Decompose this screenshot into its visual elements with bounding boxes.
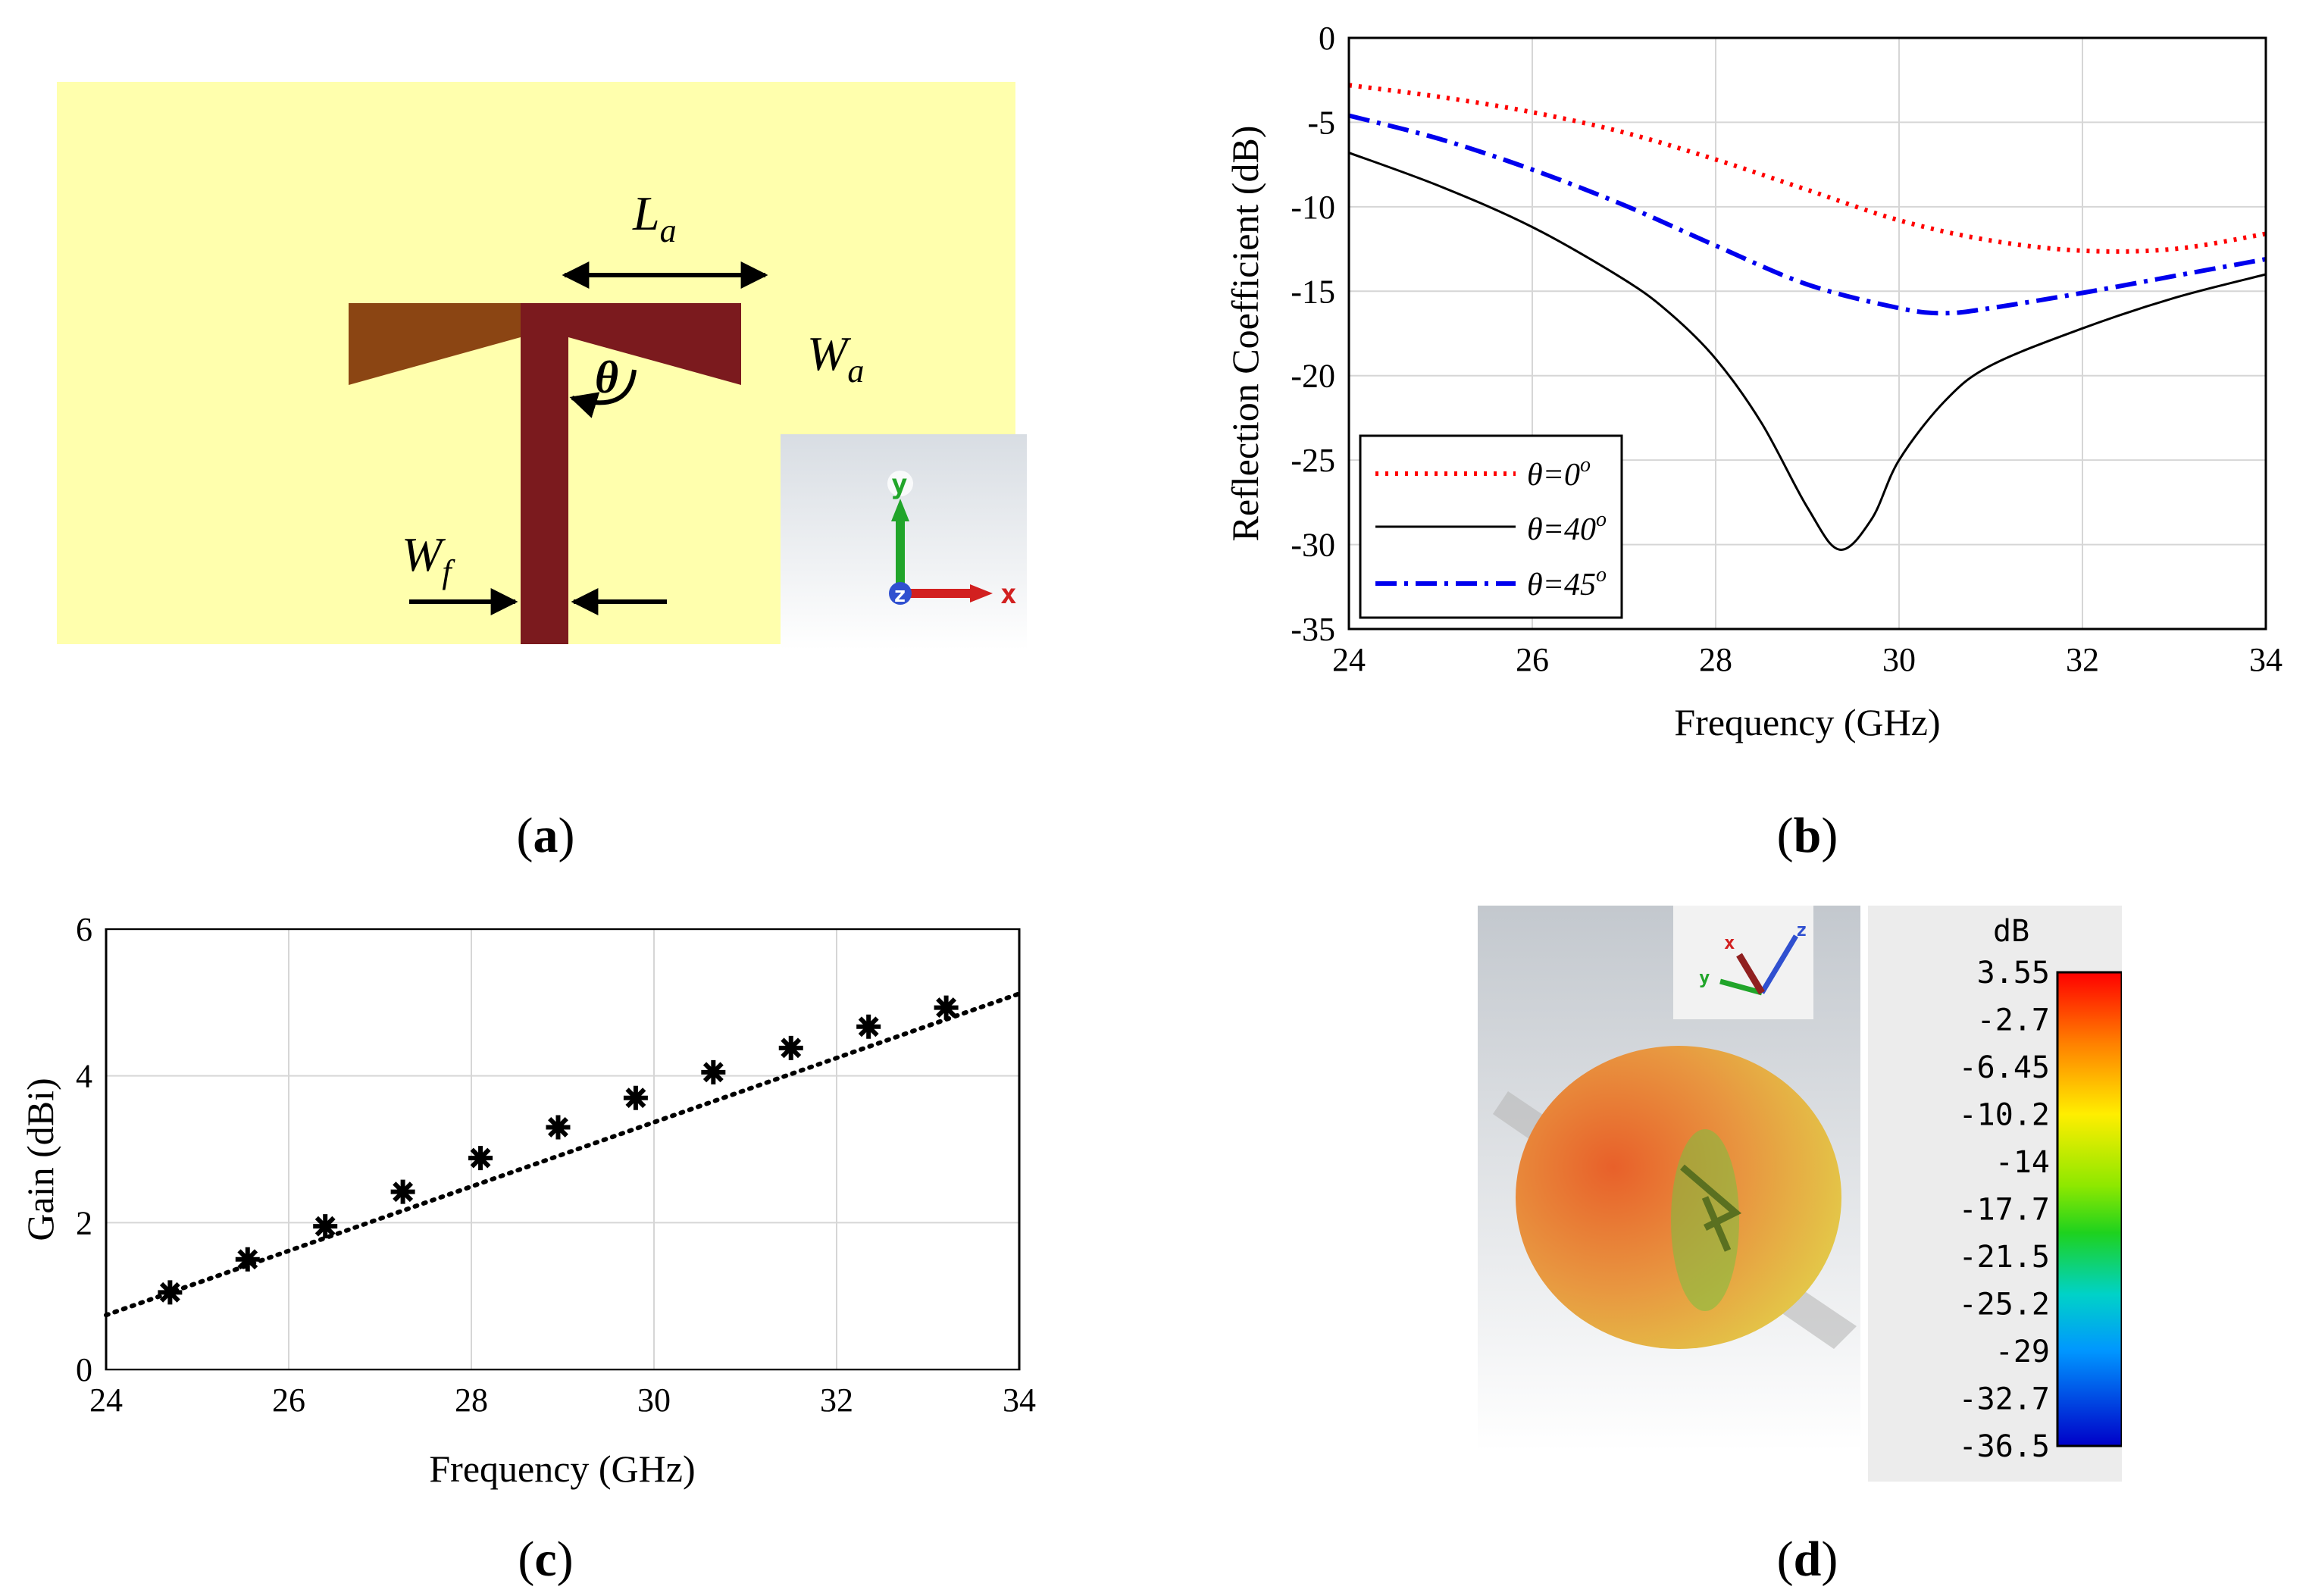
d-axis-y-label: y xyxy=(1699,967,1710,988)
feed-line xyxy=(521,303,568,644)
d-colorbar-labels: 3.55 -2.7 -6.45 -10.2 -14 -17.7 -21.5 -25.2 -29 -… xyxy=(1959,956,2050,1464)
panel-a-antenna-geometry: La Wa θ Wf y x z xyxy=(57,82,1027,650)
b-y-tick-label: -20 xyxy=(1291,358,1335,395)
b-y-tick-label: -35 xyxy=(1291,611,1335,648)
wa-label: Wa xyxy=(807,327,864,390)
b-x-tick-label: 26 xyxy=(1516,641,1549,678)
c-x-tick-label: 26 xyxy=(272,1382,305,1419)
c-gain-marker xyxy=(778,1035,803,1060)
d-colorbar-label: -17.7 xyxy=(1959,1193,2050,1228)
b-plot-frame xyxy=(1347,36,2267,631)
d-colorbar-label: 3.55 xyxy=(1977,956,2050,990)
c-plot-frame xyxy=(105,928,1021,1371)
axis-y-label: y xyxy=(891,469,908,500)
legend-entry-theta-40: θ=40o xyxy=(1527,508,1607,547)
b-series-line-1 xyxy=(1348,152,2267,551)
c-y-axis-label: Gain (dBi) xyxy=(19,1078,61,1241)
b-tick-labels: 24 26 28 30 32 34 0 -5 -10 -15 -20 -25 -30 -35 xyxy=(1291,20,2283,678)
d-colorbar-unit: dB xyxy=(1993,914,2029,949)
c-gain-marker xyxy=(701,1059,726,1084)
d-colorbar-label: -29 xyxy=(1995,1335,2050,1369)
b-x-tick-label: 30 xyxy=(1882,641,1916,678)
c-gain-marker xyxy=(390,1179,415,1204)
d-colorbar-label: -14 xyxy=(1995,1145,2050,1180)
c-y-tick-label: 6 xyxy=(76,911,92,948)
c-x-axis-label: Frequency (GHz) xyxy=(429,1447,695,1490)
b-y-tick-label: 0 xyxy=(1319,20,1335,57)
b-y-tick-label: -5 xyxy=(1307,104,1335,141)
d-colorbar-label: -6.45 xyxy=(1959,1050,2050,1085)
b-y-tick-label: -15 xyxy=(1291,273,1335,310)
caption-b: (b) xyxy=(1776,808,1838,863)
d-lobe-green-region xyxy=(1671,1129,1739,1311)
c-y-tick-label: 2 xyxy=(76,1204,92,1241)
c-gain-marker xyxy=(313,1214,338,1239)
b-legend: θ=0o θ=40o θ=45o xyxy=(1359,434,1623,619)
d-colorbar-label: -10.2 xyxy=(1959,1098,2050,1133)
c-trend-line xyxy=(104,991,1022,1318)
c-gain-marker xyxy=(934,995,959,1020)
c-gain-marker xyxy=(158,1280,183,1305)
c-gridlines xyxy=(105,928,1020,1370)
b-series xyxy=(1348,83,2267,551)
caption-c: (c) xyxy=(518,1532,574,1587)
d-colorbar-label: -21.5 xyxy=(1959,1240,2050,1275)
b-x-axis-label: Frequency (GHz) xyxy=(1674,701,1940,743)
axis-x-label: x xyxy=(1000,579,1017,610)
d-antenna-outline xyxy=(1680,1164,1742,1252)
theta-arc xyxy=(569,369,637,418)
c-x-tick-label: 28 xyxy=(455,1382,488,1419)
patch-left-arm xyxy=(349,303,521,385)
c-series xyxy=(104,991,1022,1318)
d-colorbar-label: -2.7 xyxy=(1977,1003,2050,1038)
b-x-tick-label: 24 xyxy=(1332,641,1366,678)
la-label: La xyxy=(632,186,677,249)
c-gain-marker xyxy=(856,1014,881,1039)
b-series-line-2 xyxy=(1348,113,2267,316)
c-gain-marker xyxy=(468,1146,493,1171)
c-x-tick-label: 32 xyxy=(820,1382,853,1419)
c-gain-marker xyxy=(623,1085,648,1110)
c-y-tick-label: 4 xyxy=(76,1058,92,1095)
c-gain-marker xyxy=(546,1115,571,1140)
b-x-tick-label: 32 xyxy=(2066,641,2099,678)
c-gain-marker xyxy=(235,1247,260,1272)
b-y-tick-label: -25 xyxy=(1291,442,1335,479)
d-colorbar-label: -25.2 xyxy=(1959,1288,2050,1322)
d-colorbar xyxy=(2056,971,2122,1447)
panel-b-reflection-chart: 24 26 28 30 32 34 0 -5 -10 -15 -20 -25 -30 -35 Freque… xyxy=(1224,20,2283,743)
patch-right-arm xyxy=(568,303,741,385)
d-axis-z-label: z xyxy=(1796,919,1807,940)
d-colorbar-label: -36.5 xyxy=(1959,1429,2050,1464)
c-x-tick-label: 24 xyxy=(89,1382,123,1419)
c-y-tick-label: 0 xyxy=(76,1351,92,1388)
axis-z-label: z xyxy=(893,582,906,607)
b-y-tick-label: -10 xyxy=(1291,189,1335,226)
legend-entry-theta-45: θ=45o xyxy=(1527,563,1607,602)
c-x-tick-label: 34 xyxy=(1003,1382,1036,1419)
panel-d-radiation-pattern: z y x dB 3.55 -2.7 -6.45 -10.2 -14 -17.7 -21.5… xyxy=(1478,906,2122,1482)
b-x-tick-label: 28 xyxy=(1699,641,1732,678)
b-series-line-0 xyxy=(1348,83,2267,254)
d-axis-x-label: x xyxy=(1724,932,1735,953)
caption-d: (d) xyxy=(1776,1532,1838,1587)
b-y-tick-label: -30 xyxy=(1291,527,1335,564)
d-axis-triad: z y x xyxy=(1673,906,1813,1019)
b-x-tick-label: 34 xyxy=(2249,641,2283,678)
caption-a: (a) xyxy=(516,808,575,863)
legend-entry-theta-0: θ=0o xyxy=(1527,453,1591,493)
theta-label: θ xyxy=(595,352,618,402)
coordinate-system-inset: y x z xyxy=(781,434,1027,650)
b-y-axis-label: Reflection Coefficient (dB) xyxy=(1224,126,1266,542)
d-colorbar-label: -32.7 xyxy=(1959,1382,2050,1417)
c-x-tick-label: 30 xyxy=(637,1382,671,1419)
